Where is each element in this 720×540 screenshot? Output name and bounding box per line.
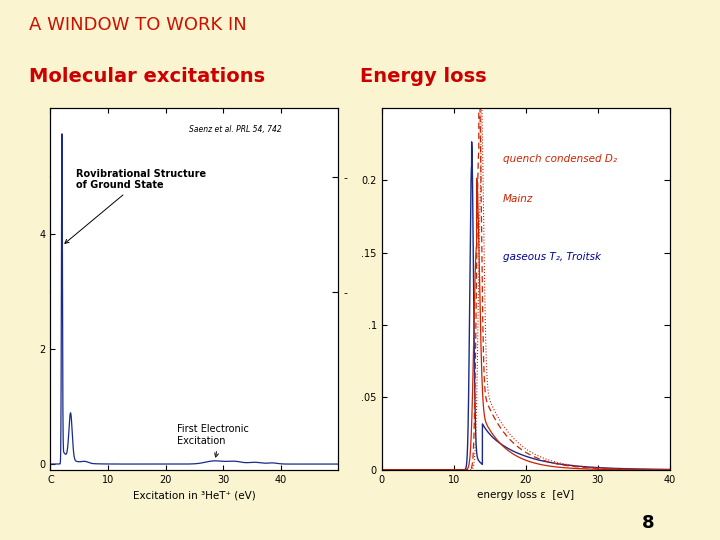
Text: Saenz et al. PRL 54, 742: Saenz et al. PRL 54, 742 xyxy=(189,125,282,133)
Text: gaseous T₂, Troitsk: gaseous T₂, Troitsk xyxy=(503,252,600,262)
Text: quench condensed D₂: quench condensed D₂ xyxy=(503,154,616,164)
Text: Energy loss: Energy loss xyxy=(360,68,487,86)
Text: Molecular excitations: Molecular excitations xyxy=(29,68,265,86)
Text: 8: 8 xyxy=(642,514,654,532)
Text: Mainz: Mainz xyxy=(503,194,533,204)
Text: Rovibrational Structure
of Ground State: Rovibrational Structure of Ground State xyxy=(65,169,207,244)
Text: First Electronic
Excitation: First Electronic Excitation xyxy=(177,424,249,457)
X-axis label: energy loss ε  [eV]: energy loss ε [eV] xyxy=(477,490,574,500)
Text: A WINDOW TO WORK IN: A WINDOW TO WORK IN xyxy=(29,16,246,34)
X-axis label: Excitation in ³HeT⁺ (eV): Excitation in ³HeT⁺ (eV) xyxy=(133,490,256,500)
